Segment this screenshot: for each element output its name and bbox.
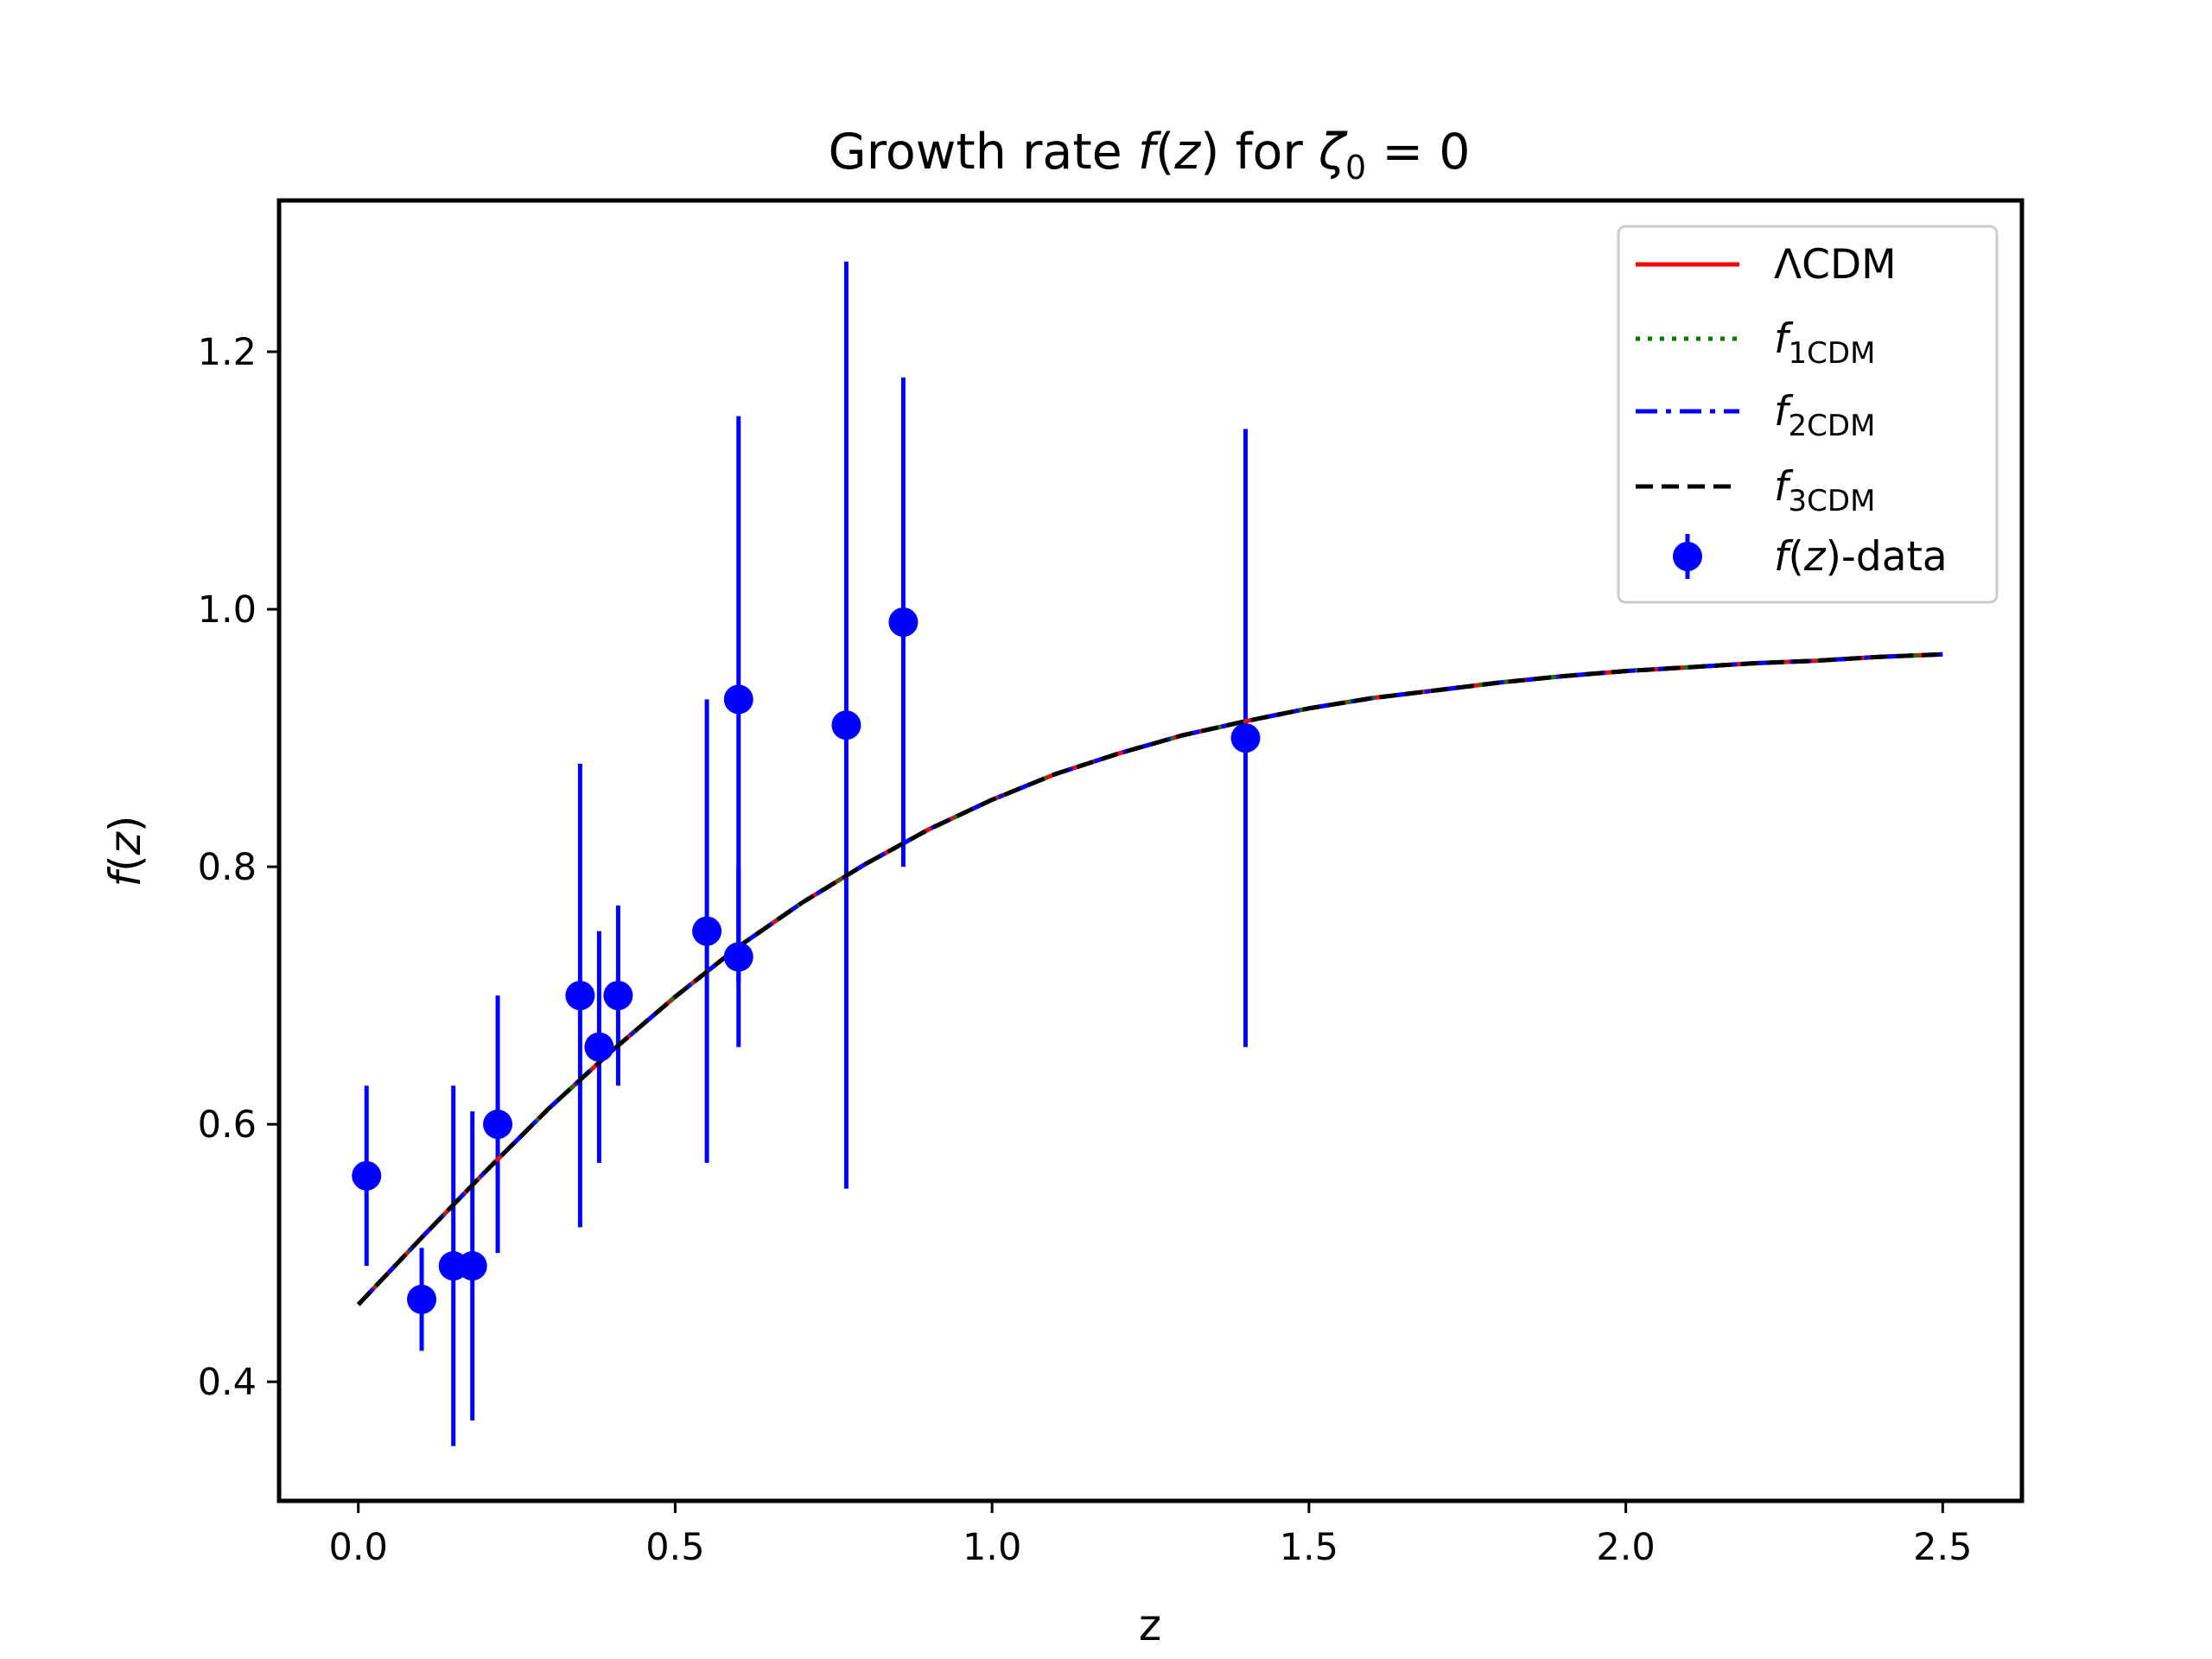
data-point xyxy=(831,710,861,741)
y-tick-label: 0.4 xyxy=(198,1361,257,1404)
x-tick-label: 2.0 xyxy=(1596,1526,1655,1569)
title-zeta: ζ xyxy=(1318,124,1348,181)
legend-data-z: z xyxy=(1803,533,1827,581)
y-axis-label: f(z) xyxy=(100,816,150,887)
title-middle: for xyxy=(1219,124,1319,181)
y-tick-label: 0.8 xyxy=(198,846,257,889)
data-point xyxy=(565,981,595,1011)
y-tick-label: 1.0 xyxy=(198,588,257,632)
title-paren-close: ) xyxy=(1200,124,1219,181)
title-value: 0 xyxy=(1439,124,1470,181)
x-tick-label: 0.0 xyxy=(328,1526,387,1569)
ylabel-close: ) xyxy=(100,816,150,833)
y-tick-label: 0.6 xyxy=(198,1103,257,1147)
legend-f3-sub: 3CDM xyxy=(1789,484,1876,518)
curve-f3cdm xyxy=(356,652,1943,1306)
x-tick-label: 1.0 xyxy=(963,1526,1021,1569)
model-curves xyxy=(356,652,1943,1306)
data-point xyxy=(692,916,722,946)
curve-f2cdm xyxy=(356,652,1943,1306)
legend-f1-sub: 1CDM xyxy=(1789,336,1876,371)
y-axis-ticks: 0.4 0.6 0.8 1.0 1.2 xyxy=(198,331,279,1404)
chart-title: Growth rate f(z) for ζ0 = 0 xyxy=(829,124,1471,187)
data-errorbars xyxy=(364,261,1249,1446)
legend-data-rest: -data xyxy=(1841,533,1948,581)
curve-lambdacdm xyxy=(356,652,1943,1306)
title-z: z xyxy=(1173,124,1201,181)
data-markers xyxy=(352,607,1261,1314)
data-point xyxy=(352,1160,382,1191)
title-zeta-sub: 0 xyxy=(1345,149,1366,187)
legend-marker-data xyxy=(1673,542,1702,571)
x-tick-label: 0.5 xyxy=(645,1526,704,1569)
data-point xyxy=(584,1032,614,1062)
legend-f2-sub: 2CDM xyxy=(1789,409,1876,443)
data-point xyxy=(723,942,753,972)
plot-frame xyxy=(276,198,2024,1503)
data-point xyxy=(1230,723,1261,753)
plot-content xyxy=(352,261,1943,1446)
x-tick-label: 1.5 xyxy=(1280,1526,1338,1569)
x-axis-ticks: 0.0 0.5 1.0 1.5 2.0 2.5 xyxy=(328,1501,1973,1569)
data-point xyxy=(483,1109,513,1140)
curve-f1cdm xyxy=(356,652,1943,1306)
data-point xyxy=(457,1251,487,1281)
legend-label-data: f(z)-data xyxy=(1774,533,1948,581)
x-tick-label: 2.5 xyxy=(1913,1526,1972,1569)
ylabel-open: ( xyxy=(100,855,150,872)
ylabel-z: z xyxy=(100,830,150,855)
data-point xyxy=(603,981,633,1011)
legend-box xyxy=(1617,225,1999,604)
data-point xyxy=(723,684,753,715)
title-equals: = xyxy=(1366,124,1439,181)
legend-data-open: ( xyxy=(1789,533,1804,581)
title-paren-open: ( xyxy=(1155,124,1174,181)
x-axis-label: z xyxy=(1139,1600,1161,1650)
legend-data-close: ) xyxy=(1826,533,1841,581)
y-tick-label: 1.2 xyxy=(198,331,257,374)
data-point xyxy=(888,607,918,638)
title-prefix: Growth rate xyxy=(829,124,1138,181)
legend-label-lcdm: ΛCDM xyxy=(1774,241,1897,289)
data-point xyxy=(407,1284,437,1314)
legend: ΛCDM f1CDM f2CDM f3CDM f(z)-data xyxy=(1617,225,1999,604)
